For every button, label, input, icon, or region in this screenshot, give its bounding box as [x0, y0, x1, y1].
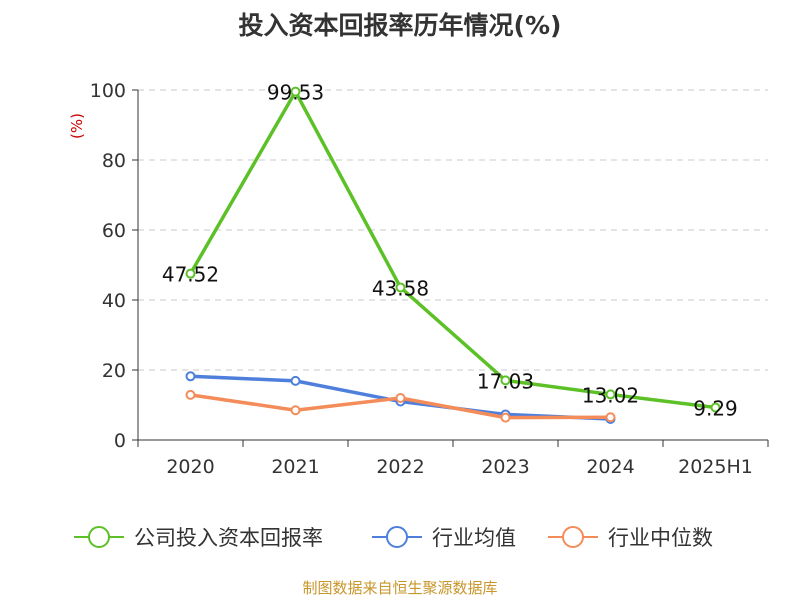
- data-label: 99.53: [267, 81, 324, 105]
- data-point: [605, 389, 616, 400]
- data-point: [185, 371, 196, 382]
- x-tick-label: 2025H1: [678, 456, 753, 478]
- axes: 0 20 40 60 80 100 2020 2021 2022 2023 2024 2025H1: [90, 80, 769, 478]
- data-label: 9.29: [693, 396, 738, 420]
- y-tick-label-20: 20: [102, 360, 126, 382]
- legend-swatch-marker: [386, 526, 408, 548]
- legend-label: 行业中位数: [608, 526, 713, 550]
- series-line: [188, 89, 716, 410]
- data-labels: 47.52 99.53 43.58 17.03 13.02 9.29: [162, 81, 738, 421]
- legend-label: 公司投入资本回报率: [134, 526, 323, 550]
- x-tick-label: 2024: [586, 456, 634, 478]
- data-point: [395, 393, 406, 403]
- source-note: 制图数据来自恒生聚源数据库: [302, 579, 498, 597]
- x-tick-label: 2020: [166, 456, 214, 478]
- data-point: [500, 412, 511, 423]
- x-tick-label: 2022: [376, 456, 424, 478]
- data-label: 13.02: [582, 383, 639, 407]
- data-point: [500, 375, 511, 386]
- legend-swatch-marker: [562, 526, 584, 548]
- data-point: [185, 389, 196, 400]
- legend-label: 行业均值: [432, 526, 516, 550]
- y-tick-label-0: 0: [114, 430, 126, 452]
- gridlines: [138, 89, 768, 371]
- x-tick-label: 2023: [481, 456, 529, 478]
- data-label: 43.58: [372, 276, 429, 300]
- y-axis-unit: (%): [68, 113, 86, 139]
- legend: 公司投入资本回报率 行业均值 行业中位数: [74, 526, 713, 550]
- data-point: [290, 86, 301, 97]
- chart-title: 投入资本回报率历年情况(%): [238, 11, 562, 40]
- data-point: [605, 412, 616, 423]
- y-tick-label-40: 40: [102, 290, 126, 312]
- x-tick-label: 2021: [271, 456, 319, 478]
- y-tick-label-80: 80: [102, 150, 126, 172]
- data-point: [710, 402, 721, 413]
- series: [185, 86, 721, 424]
- data-point: [185, 268, 196, 279]
- data-label: 17.03: [477, 369, 534, 393]
- data-point: [395, 282, 406, 293]
- data-point: [290, 375, 301, 386]
- y-tick-label-60: 60: [102, 220, 126, 242]
- data-label: 47.52: [162, 263, 219, 287]
- data-point: [290, 405, 301, 416]
- legend-swatch-marker: [88, 526, 110, 548]
- y-tick-label-100: 100: [90, 80, 126, 102]
